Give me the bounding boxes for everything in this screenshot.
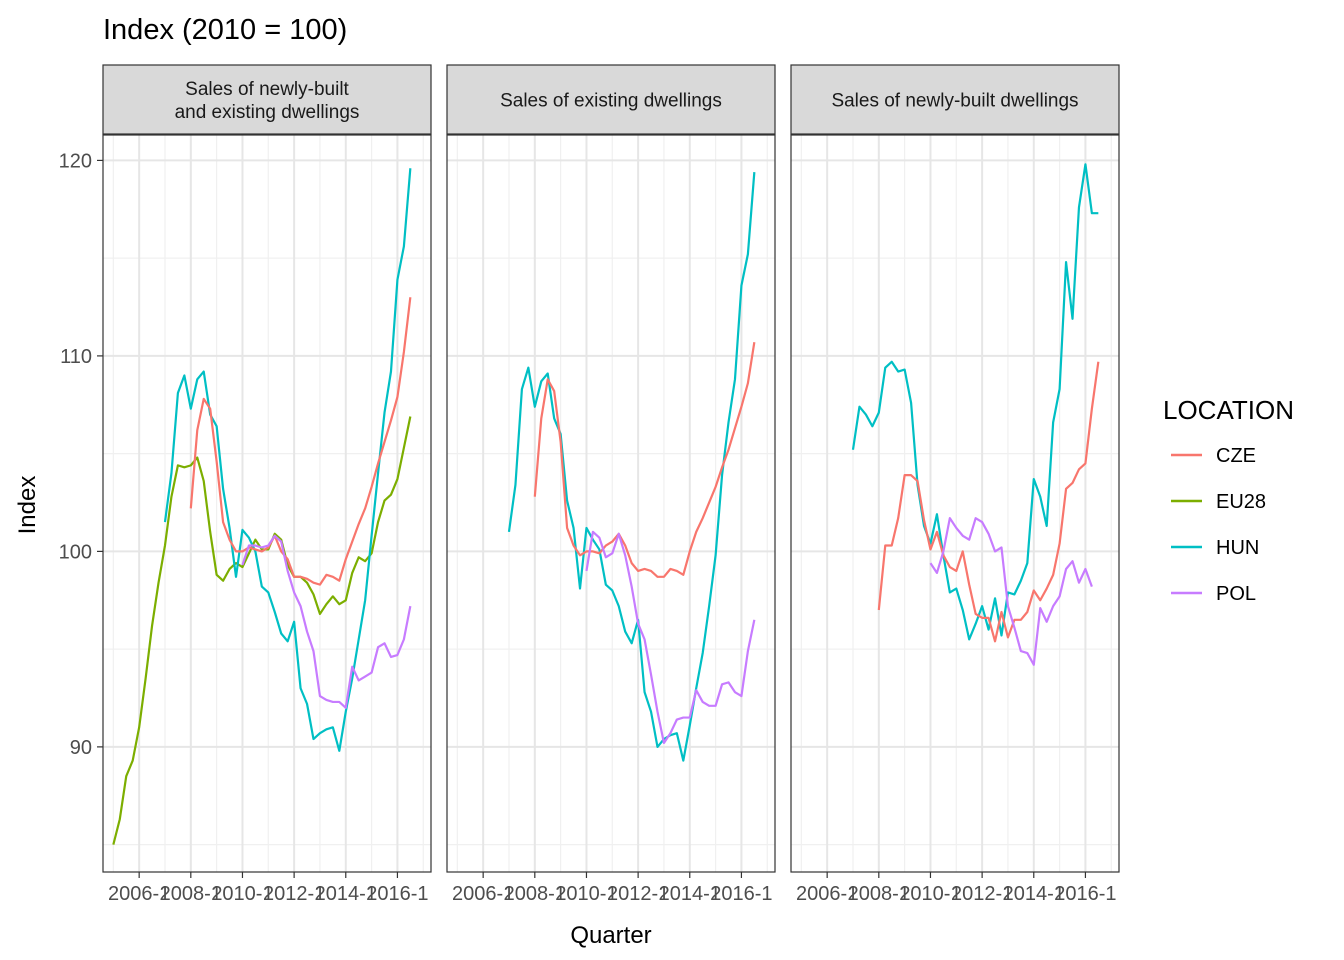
y-tick-label: 90 [70,737,92,759]
series-line-eu28 [112,416,412,845]
series-line-hun [507,172,756,762]
x-tick-label: 2006-1 [108,883,170,905]
series-line-cze [877,361,1100,643]
x-tick-label: 2012-1 [607,883,669,905]
panel-2: Sales of existing dwellings2006-12008-12… [446,64,776,905]
x-tick-label: 2016-1 [366,883,428,905]
y-tick-label: 110 [60,346,92,368]
panel-border [102,134,432,873]
y-tick-label: 120 [59,150,92,172]
panel-strip [102,64,432,135]
series-line-cze [533,342,756,578]
panel-strip [446,64,776,135]
y-axis-title: Index [14,476,41,535]
series-line-hun [163,168,412,752]
x-tick-label: 2016-1 [710,883,772,905]
x-tick-label: 2010-1 [211,883,273,905]
x-tick-label: 2006-1 [796,883,858,905]
x-tick-label: 2014-1 [315,883,377,905]
x-tick-label: 2012-1 [951,883,1013,905]
legend-item-cze: CZE [1171,445,1256,467]
legend-label: POL [1216,583,1256,605]
legend-item-hun: HUN [1171,537,1259,559]
chart-title: Index (2010 = 100) [103,14,347,46]
x-tick-label: 2010-1 [555,883,617,905]
panel-background [103,135,431,872]
panel-strip-label: Sales of newly-built dwellings [831,91,1078,112]
x-axis-title: Quarter [570,922,651,949]
x-tick-label: 2008-1 [160,883,222,905]
panel-border [446,134,776,873]
panel-strip-label: Sales of existing dwellings [500,91,722,112]
legend-label: EU28 [1216,491,1266,513]
series-line-pol [241,534,412,709]
x-tick-label: 2008-1 [504,883,566,905]
legend-item-eu28: EU28 [1171,491,1266,513]
series-line-pol [929,517,1093,666]
panel-3: Sales of newly-built dwellings 2006-12008… [790,64,1120,905]
x-tick-label: 2010-1 [899,883,961,905]
x-tick-label: 2014-1 [659,883,721,905]
x-tick-label: 2006-1 [452,883,514,905]
x-tick-label: 2012-1 [263,883,325,905]
series-line-pol [585,530,756,745]
x-tick-label: 2014-1 [1003,883,1065,905]
x-tick-label: 2008-1 [848,883,910,905]
y-tick-label: 100 [59,541,92,563]
series-line-hun [851,163,1099,641]
legend-label: HUN [1216,537,1259,559]
panel-strip-label: Sales of newly-built [185,79,349,100]
legend-title: LOCATION [1163,395,1294,425]
panel-strip [790,64,1120,135]
panel-background [447,135,775,872]
x-tick-label: 2016-1 [1054,883,1116,905]
panel-border [790,134,1120,873]
legend: LOCATION CZE EU28 HUN POL [1163,395,1294,605]
legend-label: CZE [1216,445,1256,467]
legend-item-pol: POL [1171,583,1256,605]
series-line-cze [189,297,412,586]
panel-strip-label: and existing dwellings [175,102,360,123]
panel-background [791,135,1119,872]
